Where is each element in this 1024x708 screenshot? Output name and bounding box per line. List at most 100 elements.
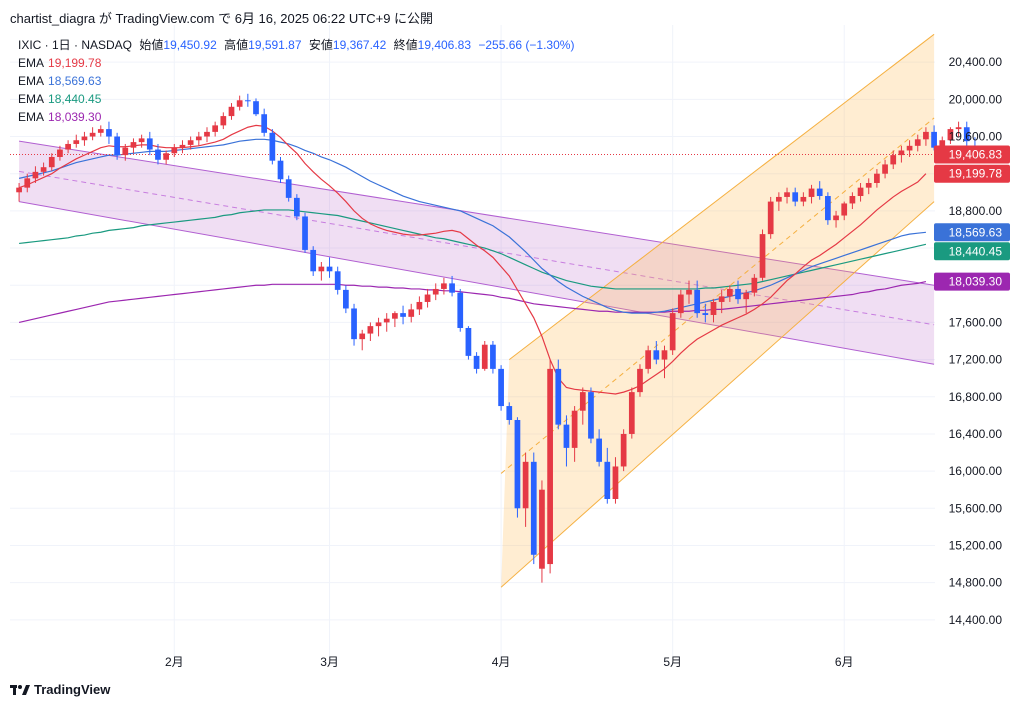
candle-body [212, 125, 219, 132]
candle-body [808, 188, 815, 197]
candle-body [874, 173, 880, 183]
candle-body [710, 301, 717, 315]
y-tick-label: 14,800.00 [949, 576, 1003, 590]
candle-body [24, 178, 31, 188]
candle-body [89, 132, 96, 137]
candle-body [375, 322, 382, 327]
ema-blue-tag-bg [934, 223, 1010, 242]
candle-body [784, 192, 790, 197]
candle-body [800, 196, 807, 202]
candle-body [179, 144, 186, 148]
candle-body [931, 131, 937, 148]
candle-body [939, 140, 946, 148]
candle-body [73, 140, 80, 144]
candle-body [138, 138, 145, 143]
candle-body [963, 127, 970, 142]
candle-body [277, 160, 284, 180]
candle-body [351, 308, 357, 340]
candle-body [16, 187, 22, 193]
ema-200-tag-bg [934, 272, 1010, 291]
ema-red-tag: 19,199.78 [949, 167, 1003, 181]
open-label: 始値 [139, 38, 164, 52]
candle-body [285, 179, 292, 198]
candle-body [661, 350, 668, 360]
candle-body [506, 406, 513, 420]
candle-body [694, 289, 701, 314]
candle-body [392, 313, 398, 319]
ema-green-line [19, 209, 927, 290]
candle-body [841, 203, 848, 216]
candle-body [530, 461, 537, 555]
ohlc-row: IXIC · 1日 · NASDAQ 始値19,450.92 高値19,591.… [18, 36, 578, 54]
candle-body [563, 424, 570, 448]
ema-value: 18,569.63 [48, 74, 102, 88]
candle-body [490, 344, 496, 369]
candle-body [604, 461, 611, 499]
low-label: 安値 [308, 38, 333, 52]
candle-body [310, 249, 317, 272]
candle-body [97, 129, 104, 133]
candle-body [620, 433, 627, 467]
candle-body [32, 171, 39, 179]
y-tick-label: 20,400.00 [949, 55, 1003, 69]
candle-body [236, 100, 243, 107]
candle-body [514, 420, 521, 509]
candle-body [702, 313, 709, 315]
candle-body [334, 271, 341, 290]
ema-blue-line [18, 138, 926, 314]
candle-body [955, 127, 962, 130]
tradingview-footer[interactable]: TradingView [10, 682, 110, 697]
candle-body [498, 368, 504, 407]
candle-body [677, 294, 684, 314]
up-channel-lower [500, 201, 935, 588]
ema-row-1[interactable]: EMA 19,199.78 [18, 54, 578, 72]
candle-body [596, 438, 602, 462]
chart-legend: IXIC · 1日 · NASDAQ 始値19,450.92 高値19,591.… [18, 36, 578, 126]
ema-green-tag-bg [934, 242, 1010, 261]
candle-body [228, 106, 235, 117]
candle-body [555, 368, 562, 425]
candle-body [735, 288, 741, 300]
y-tick-label: 17,600.00 [949, 315, 1003, 329]
candle-body [751, 277, 758, 293]
candle-body [65, 143, 71, 150]
candle-body [767, 201, 774, 235]
x-tick-label: 5月 [663, 655, 682, 669]
ema-label: EMA [18, 74, 45, 88]
candle-body [718, 296, 725, 302]
y-tick-label: 16,000.00 [949, 464, 1003, 478]
ema-row-3[interactable]: EMA 18,440.45 [18, 90, 578, 108]
chart-area[interactable]: 14,400.00 14,800.00 15,200.00 15,600.00 16,0… [0, 25, 1024, 675]
candle-body [539, 489, 545, 569]
price-chart[interactable]: 14,400.00 14,800.00 15,200.00 15,600.00 16,0… [0, 25, 1024, 675]
last-price-tag-bg [934, 145, 1010, 164]
candle-body [914, 139, 921, 146]
high-value: 19,591.87 [248, 38, 302, 52]
candle-body [261, 114, 268, 133]
candle-body [130, 142, 137, 148]
candle-body [865, 183, 872, 188]
candle-body [187, 140, 194, 145]
ema-value: 19,199.78 [48, 56, 102, 70]
x-tick-label: 3月 [320, 655, 339, 669]
candle-body [547, 368, 553, 565]
y-tick-label: 20,000.00 [949, 92, 1003, 106]
symbol-label[interactable]: IXIC · 1日 · NASDAQ [18, 38, 133, 52]
candle-body [269, 132, 276, 161]
candle-body [293, 197, 300, 217]
up-channel-upper [508, 33, 935, 360]
down-channel-mid [19, 170, 935, 326]
publish-header: chartist_diagra が TradingView.com で 6月 1… [10, 11, 434, 26]
y-tick-label: 15,600.00 [949, 501, 1003, 515]
x-tick-label: 4月 [492, 655, 511, 669]
ema-red-line [18, 124, 927, 395]
y-tick-label: 16,400.00 [949, 427, 1003, 441]
ema-row-4[interactable]: EMA 18,039.30 [18, 108, 578, 126]
ema-row-2[interactable]: EMA 18,569.63 [18, 72, 578, 90]
candle-body [457, 292, 464, 328]
candle-body [204, 131, 210, 137]
candle-body [253, 101, 259, 115]
candle-body [408, 309, 415, 317]
candle-body [637, 368, 643, 393]
low-value: 19,367.42 [332, 38, 387, 52]
